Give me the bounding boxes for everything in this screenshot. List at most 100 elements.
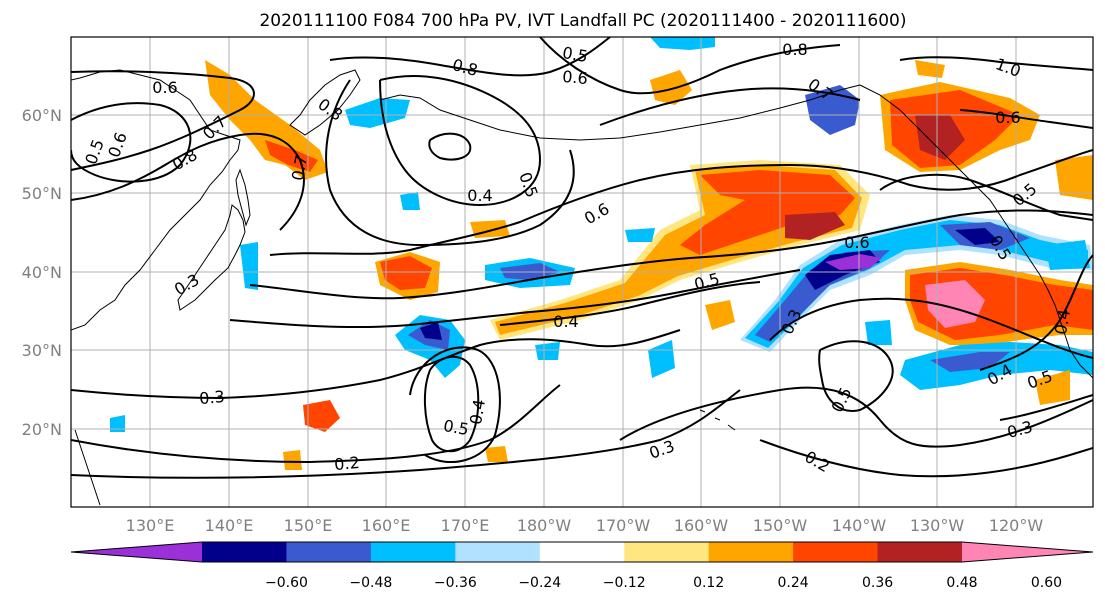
pv-contour — [818, 340, 894, 412]
coastlines — [71, 69, 1093, 506]
positive-shading-region — [380, 256, 432, 290]
colorbar-tick-label: 0.12 — [693, 575, 724, 591]
colorbar: −0.60 −0.48 −0.36 −0.24 −0.12 0.12 0.24 0.36 0.4… — [70, 541, 1094, 591]
contour-label: 0.6 — [562, 67, 589, 88]
pv-contour — [428, 132, 472, 161]
colorbar-tick-label: 0.24 — [778, 575, 809, 591]
pv-contour — [759, 439, 1093, 478]
lon-tick-label: 180°W — [517, 516, 572, 535]
coastline-east-asia — [71, 69, 241, 331]
lon-tick-label: 150°W — [753, 516, 808, 535]
colorbar-extend-min — [71, 542, 202, 562]
pv-contour — [423, 355, 480, 453]
colorbar-tick-label: −0.36 — [434, 575, 477, 591]
colorbar-tick-label: −0.24 — [518, 575, 561, 591]
coastline-kamchatka — [289, 69, 361, 136]
lon-tick-label: 170°W — [596, 516, 651, 535]
negative-shading-region — [865, 320, 892, 345]
pv-contour — [379, 74, 542, 207]
pv-contour — [229, 269, 801, 329]
pv-contour — [249, 209, 1093, 300]
contour-label: 0.4 — [467, 186, 492, 205]
positive-shading-region — [915, 115, 965, 160]
pv-contour — [979, 254, 1093, 371]
coastline-japan — [177, 204, 246, 311]
negative-shading-region — [755, 250, 890, 342]
negative-shading-region — [625, 228, 655, 242]
pv-contour — [71, 384, 561, 464]
coastline-hawaii — [699, 409, 736, 431]
pv-contour — [599, 87, 861, 126]
colorbar-segment — [877, 542, 963, 562]
colorbar-segment — [624, 542, 710, 562]
colorbar-outline — [70, 541, 1094, 563]
negative-shading-region — [535, 342, 560, 360]
latitude-axis: 60°N 50°N 40°N 30°N 20°N — [22, 106, 62, 439]
colorbar-tick-label: 0.36 — [862, 575, 893, 591]
positive-shading-region — [470, 220, 510, 238]
negative-shading-region — [650, 37, 715, 50]
coastline-alaska — [379, 84, 861, 141]
contour-label: 0.6 — [152, 78, 177, 97]
colorbar-segment — [370, 542, 456, 562]
lon-tick-label: 140°E — [205, 516, 254, 535]
negative-shading-region — [400, 192, 420, 210]
coastline-sakhalin — [235, 168, 251, 227]
contour-label: 0.6 — [995, 108, 1020, 127]
colorbar-tick-label: 0.60 — [1031, 575, 1062, 591]
contour-label: 0.6 — [844, 233, 869, 252]
negative-shading-region — [345, 98, 410, 128]
colorbar-segment — [708, 542, 794, 562]
colorbar-segment — [202, 542, 287, 562]
lat-tick-label: 20°N — [22, 420, 62, 439]
negative-shading-region — [420, 322, 442, 340]
lat-tick-label: 60°N — [22, 106, 62, 125]
lon-tick-label: 160°W — [674, 516, 729, 535]
pv-contours — [71, 37, 1093, 479]
lat-tick-label: 30°N — [22, 341, 62, 360]
negative-shading-region — [745, 220, 1088, 348]
coastline-north-america — [859, 84, 1093, 379]
pv-contour — [409, 346, 501, 464]
pv-contour — [999, 394, 1093, 421]
positive-shading-region — [650, 70, 692, 105]
contour-label: 0.4 — [466, 398, 489, 426]
contour-label: 0.2 — [333, 453, 360, 474]
pv-contour — [71, 132, 305, 231]
colorbar-segment — [793, 542, 879, 562]
pv-contour — [71, 329, 681, 400]
positive-shading-region — [785, 212, 845, 240]
negative-shading-region — [110, 415, 125, 432]
negative-shading-region — [955, 228, 1000, 245]
positive-shading-region — [1035, 370, 1070, 405]
colorbar-tick-label: 0.48 — [946, 575, 977, 591]
colorbar-segment — [539, 542, 625, 562]
pv-contour — [769, 297, 1093, 359]
graticule — [71, 37, 1093, 507]
contour-label: 0.8 — [782, 40, 807, 59]
map-title: 2020111100 F084 700 hPa PV, IVT Landfall… — [259, 11, 906, 31]
positive-shading-region — [1055, 155, 1093, 200]
negative-shading-region — [825, 254, 882, 270]
contour-label: 0.5 — [561, 43, 589, 66]
negative-shading-region — [240, 242, 258, 290]
pv-contour — [325, 79, 575, 247]
contour-label: 0.4 — [553, 312, 578, 331]
colorbar-tick-label: −0.60 — [265, 575, 308, 591]
lon-tick-label: 160°E — [362, 516, 411, 535]
negative-shading-region — [900, 342, 1093, 390]
positive-shading-region — [485, 446, 508, 462]
pv-contour — [899, 56, 1093, 71]
positive-shading-region — [680, 170, 855, 255]
lon-tick-label: 140°W — [832, 516, 887, 535]
colorbar-segment — [455, 542, 541, 562]
colorbar-tick-label: −0.48 — [349, 575, 392, 591]
positive-shading-region — [925, 280, 985, 328]
lon-tick-label: 120°W — [989, 516, 1044, 535]
contour-label: 0.5 — [442, 416, 470, 439]
positive-shading-region — [303, 400, 340, 432]
positive-shading-region — [265, 140, 318, 172]
pv-contour — [959, 109, 1093, 129]
pv-contour — [619, 386, 1093, 448]
